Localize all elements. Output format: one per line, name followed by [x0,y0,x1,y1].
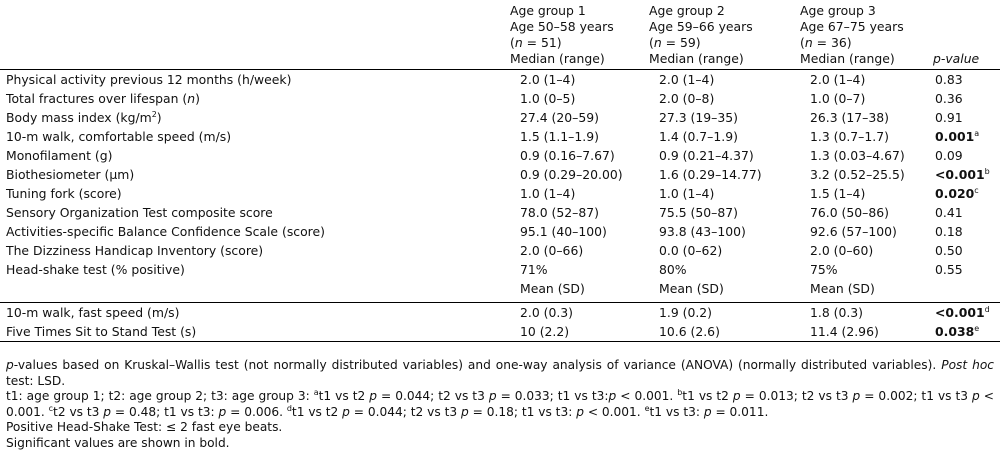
cell-group-3: 26.3 (17–38) [800,108,933,127]
median-rows: Physical activity previous 12 months (h/… [0,70,1000,280]
cell-group-1: 71% [510,260,649,279]
cell-pvalue: 0.83 [933,70,1000,90]
footnote-statistics: p-values based on Kruskal–Wallis test (n… [6,358,994,389]
cell-group-1: 27.4 (20–59) [510,108,649,127]
cell-group-1: 1.5 (1.1–1.9) [510,127,649,146]
table-row: Head-shake test (% positive)71%80%75%0.5… [0,260,1000,279]
row-label: Monofilament (g) [0,146,510,165]
cell-group-3: 2.0 (0–60) [800,241,933,260]
row-label: Tuning fork (score) [0,184,510,203]
table-row: Body mass index (kg/m2)27.4 (20–59)27.3 … [0,108,1000,127]
cell-group-1: 1.0 (0–5) [510,89,649,108]
cell-group-1: 10 (2.2) [510,322,649,342]
cell-pvalue: 0.020c [933,184,1000,203]
table-row: Sensory Organization Test composite scor… [0,203,1000,222]
cell-pvalue: 0.36 [933,89,1000,108]
table-row: Physical activity previous 12 months (h/… [0,70,1000,90]
cell-group-3: 1.8 (0.3) [800,303,933,323]
header-group-1: Age group 1 Age 50–58 years (n = 51) Med… [510,3,649,70]
cell-group-2: 2.0 (0–8) [649,89,800,108]
cell-group-2: 10.6 (2.6) [649,322,800,342]
cell-group-2: 93.8 (43–100) [649,222,800,241]
row-label: Activities-specific Balance Confidence S… [0,222,510,241]
cell-group-3: 92.6 (57–100) [800,222,933,241]
table-row: Monofilament (g)0.9 (0.16–7.67)0.9 (0.21… [0,146,1000,165]
cell-pvalue: 0.001a [933,127,1000,146]
cell-group-1: 78.0 (52–87) [510,203,649,222]
cell-group-1: 2.0 (1–4) [510,70,649,90]
cell-pvalue: 0.18 [933,222,1000,241]
table-row: Total fractures over lifespan (n)1.0 (0–… [0,89,1000,108]
row-label: 10-m walk, comfortable speed (m/s) [0,127,510,146]
cell-group-1: 1.0 (1–4) [510,184,649,203]
table-row: 10-m walk, fast speed (m/s)2.0 (0.3)1.9 … [0,303,1000,323]
results-table: Age group 1 Age 50–58 years (n = 51) Med… [0,3,1000,342]
mean-header-row: Mean (SD) Mean (SD) Mean (SD) [0,279,1000,303]
row-label: 10-m walk, fast speed (m/s) [0,303,510,323]
cell-group-2: 75.5 (50–87) [649,203,800,222]
table-row: The Dizziness Handicap Inventory (score)… [0,241,1000,260]
cell-group-2: 1.0 (1–4) [649,184,800,203]
cell-group-2: 2.0 (1–4) [649,70,800,90]
cell-group-2: 0.9 (0.21–4.37) [649,146,800,165]
cell-group-1: 95.1 (40–100) [510,222,649,241]
table-row: 10-m walk, comfortable speed (m/s)1.5 (1… [0,127,1000,146]
cell-group-1: 2.0 (0–66) [510,241,649,260]
row-label: The Dizziness Handicap Inventory (score) [0,241,510,260]
table-row: Activities-specific Balance Confidence S… [0,222,1000,241]
table-row: Five Times Sit to Stand Test (s)10 (2.2)… [0,322,1000,342]
cell-group-2: 80% [649,260,800,279]
cell-group-1: 2.0 (0.3) [510,303,649,323]
cell-group-3: 1.3 (0.7–1.7) [800,127,933,146]
cell-group-3: 1.3 (0.03–4.67) [800,146,933,165]
row-label: Biothesiometer (µm) [0,165,510,184]
cell-group-2: 1.6 (0.29–14.77) [649,165,800,184]
document-page: Age group 1 Age 50–58 years (n = 51) Med… [0,0,1000,438]
cell-group-3: 75% [800,260,933,279]
row-label: Five Times Sit to Stand Test (s) [0,322,510,342]
mean-header-g3: Mean (SD) [800,279,933,303]
table-footnotes: p-values based on Kruskal–Wallis test (n… [6,358,994,451]
row-label: Head-shake test (% positive) [0,260,510,279]
mean-rows: Mean (SD) Mean (SD) Mean (SD) 10-m walk,… [0,279,1000,342]
cell-group-3: 1.5 (1–4) [800,184,933,203]
table-row: Tuning fork (score)1.0 (1–4)1.0 (1–4)1.5… [0,184,1000,203]
cell-group-2: 0.0 (0–62) [649,241,800,260]
header-pvalue: p-value [933,3,1000,70]
row-label: Sensory Organization Test composite scor… [0,203,510,222]
cell-pvalue: 0.41 [933,203,1000,222]
cell-group-2: 1.9 (0.2) [649,303,800,323]
header-empty [0,3,510,70]
footnote-headshake: Positive Head-Shake Test: ≤ 2 fast eye b… [6,420,994,436]
cell-group-1: 0.9 (0.29–20.00) [510,165,649,184]
cell-group-3: 11.4 (2.96) [800,322,933,342]
cell-group-3: 3.2 (0.52–25.5) [800,165,933,184]
cell-pvalue: 0.09 [933,146,1000,165]
header-group-2: Age group 2 Age 59–66 years (n = 59) Med… [649,3,800,70]
mean-header-g1: Mean (SD) [510,279,649,303]
row-label: Body mass index (kg/m2) [0,108,510,127]
header-group-3: Age group 3 Age 67–75 years (n = 36) Med… [800,3,933,70]
cell-group-3: 1.0 (0–7) [800,89,933,108]
cell-pvalue: <0.001d [933,303,1000,323]
cell-group-2: 27.3 (19–35) [649,108,800,127]
row-label: Physical activity previous 12 months (h/… [0,70,510,90]
row-label: Total fractures over lifespan (n) [0,89,510,108]
cell-pvalue: <0.001b [933,165,1000,184]
cell-pvalue: 0.55 [933,260,1000,279]
cell-group-2: 1.4 (0.7–1.9) [649,127,800,146]
cell-pvalue: 0.91 [933,108,1000,127]
cell-group-3: 2.0 (1–4) [800,70,933,90]
table-header-row: Age group 1 Age 50–58 years (n = 51) Med… [0,3,1000,70]
footnote-posthoc: t1: age group 1; t2: age group 2; t3: ag… [6,389,994,420]
mean-header-g2: Mean (SD) [649,279,800,303]
cell-group-3: 76.0 (50–86) [800,203,933,222]
cell-group-1: 0.9 (0.16–7.67) [510,146,649,165]
cell-pvalue: 0.50 [933,241,1000,260]
cell-pvalue: 0.038e [933,322,1000,342]
table-row: Biothesiometer (µm)0.9 (0.29–20.00)1.6 (… [0,165,1000,184]
